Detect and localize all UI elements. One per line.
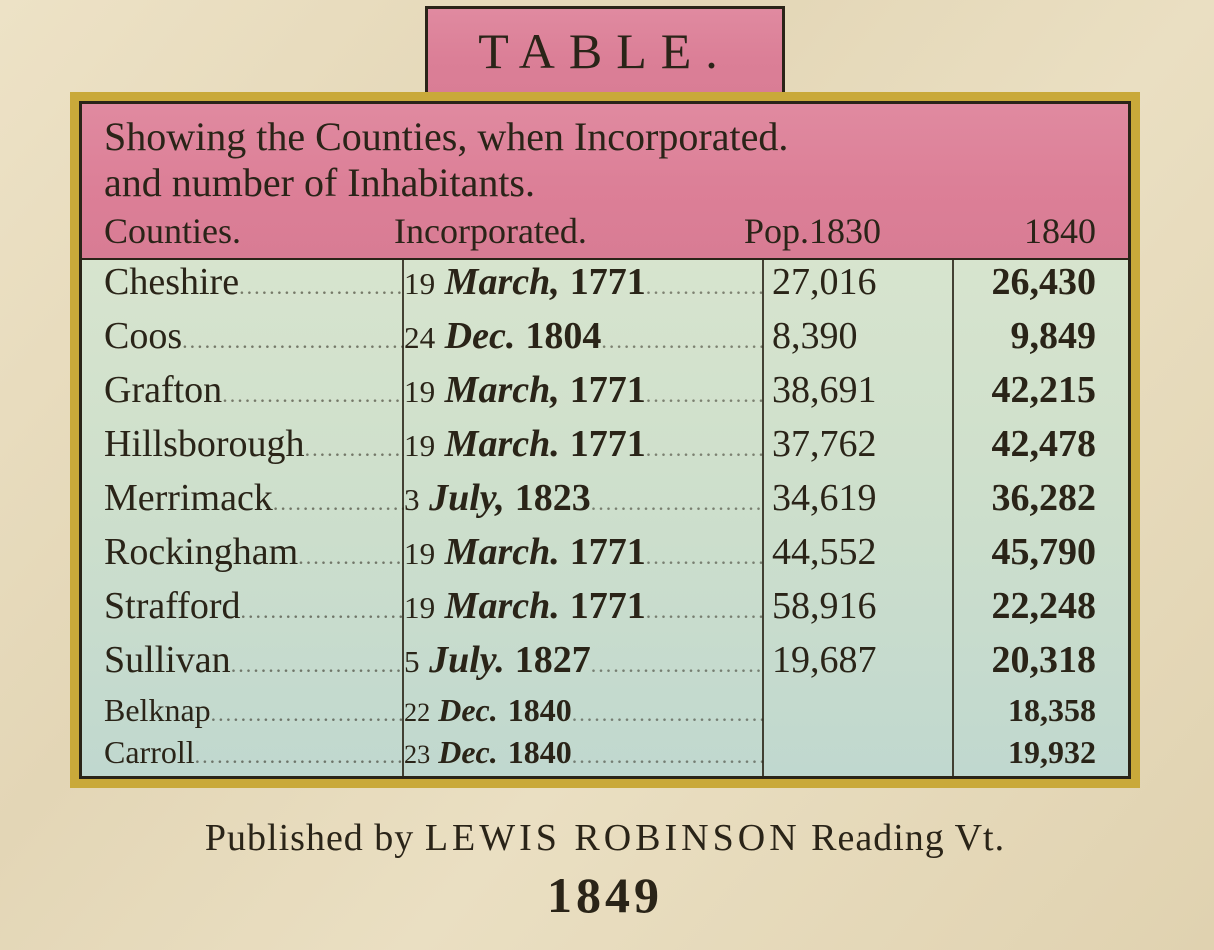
cell-pop1830: 34,619 [764, 476, 954, 520]
cell-pop1840: 42,215 [954, 368, 1114, 412]
cell-pop1830: 27,016 [764, 260, 954, 304]
inc-year: 1827 [515, 639, 591, 681]
inc-month: Dec. [435, 315, 515, 357]
inc-month: July, [420, 477, 505, 519]
inc-month: Dec. [430, 692, 498, 728]
col-header-pop1830: Pop.1830 [744, 210, 962, 252]
inc-month: March. [435, 531, 560, 573]
cell-pop1840: 45,790 [954, 530, 1114, 574]
table-row: Rockingham19 March.177144,55245,790 [82, 530, 1128, 584]
col-header-county: Counties. [104, 210, 394, 252]
cell-pop1840: 36,282 [954, 476, 1114, 520]
inc-year: 1840 [508, 692, 572, 728]
cell-pop1840: 20,318 [954, 638, 1114, 682]
col-header-pop1840: 1840 [962, 210, 1112, 252]
inc-year: 1771 [570, 531, 646, 573]
inc-day: 19 [404, 590, 435, 625]
cell-county: Belknap [104, 692, 404, 729]
column-headers: Counties. Incorporated. Pop.1830 1840 [104, 210, 1112, 252]
table-row: Coos24 Dec.18048,3909,849 [82, 314, 1128, 368]
inc-month: Dec. [430, 734, 498, 770]
cell-pop1840: 9,849 [954, 314, 1114, 358]
inc-day: 19 [404, 428, 435, 463]
cell-incorporated: 19 March,1771 [404, 368, 764, 412]
cell-incorporated: 19 March.1771 [404, 530, 764, 574]
inc-year: 1771 [570, 423, 646, 465]
cell-pop1840: 22,248 [954, 584, 1114, 628]
inc-month: July. [420, 639, 505, 681]
inc-month: March, [435, 369, 560, 411]
cell-county: Cheshire [104, 260, 404, 304]
inc-year: 1771 [570, 261, 646, 303]
inc-day: 23 [404, 740, 430, 769]
outer-frame: Showing the Counties, when Incorporated.… [70, 92, 1140, 788]
cell-county: Rockingham [104, 530, 404, 574]
cell-pop1830: 8,390 [764, 314, 954, 358]
cell-pop1840: 18,358 [954, 692, 1114, 729]
cell-pop1830: 37,762 [764, 422, 954, 466]
cell-pop1840: 42,478 [954, 422, 1114, 466]
cell-county: Grafton [104, 368, 404, 412]
cell-incorporated: 5 July.1827 [404, 638, 764, 682]
table-row: Strafford19 March.177158,91622,248 [82, 584, 1128, 638]
table-row: Merrimack3 July,182334,61936,282 [82, 476, 1128, 530]
col-header-incorporated: Incorporated. [394, 210, 744, 252]
cell-county: Coos [104, 314, 404, 358]
cell-county: Hillsborough [104, 422, 404, 466]
cell-pop1840: 26,430 [954, 260, 1114, 304]
table-row: Hillsborough19 March.177137,76242,478 [82, 422, 1128, 476]
cell-incorporated: 19 March,1771 [404, 260, 764, 304]
inc-day: 19 [404, 266, 435, 301]
cell-pop1830: 44,552 [764, 530, 954, 574]
inc-year: 1771 [570, 585, 646, 627]
inc-day: 19 [404, 374, 435, 409]
cell-county: Merrimack [104, 476, 404, 520]
imprint-publisher: LEWIS ROBINSON [425, 817, 801, 859]
inc-month: March. [435, 423, 560, 465]
table-row: Grafton19 March,177138,69142,215 [82, 368, 1128, 422]
cell-incorporated: 22 Dec. 1840 [404, 692, 764, 729]
inc-year: 1804 [525, 315, 601, 357]
table-header: Showing the Counties, when Incorporated.… [82, 104, 1128, 260]
cell-pop1840: 19,932 [954, 734, 1114, 771]
header-desc-line1: Showing the Counties, when Incorporated. [104, 114, 1112, 160]
imprint-year: 1849 [70, 866, 1140, 924]
cell-pop1830: 58,916 [764, 584, 954, 628]
inc-year: 1823 [515, 477, 591, 519]
imprint: Published by LEWIS ROBINSON Reading Vt. … [70, 816, 1140, 924]
cell-county: Strafford [104, 584, 404, 628]
cell-incorporated: 23 Dec. 1840 [404, 734, 764, 771]
inc-day: 3 [404, 482, 420, 517]
table-card: TABLE. Showing the Counties, when Incorp… [70, 6, 1140, 924]
table-row: Belknap22 Dec. 1840 18,358 [82, 692, 1128, 734]
table-body: Cheshire19 March,177127,01626,430Coos24 … [82, 260, 1128, 776]
table-row: Cheshire19 March,177127,01626,430 [82, 260, 1128, 314]
cell-pop1830: 38,691 [764, 368, 954, 412]
cell-pop1830: 19,687 [764, 638, 954, 682]
inc-year: 1840 [508, 734, 572, 770]
inc-day: 24 [404, 320, 435, 355]
header-desc-line2: and number of Inhabitants. [104, 160, 1112, 206]
cell-incorporated: 19 March.1771 [404, 422, 764, 466]
imprint-place: Reading Vt. [801, 817, 1005, 859]
inc-day: 19 [404, 536, 435, 571]
inc-month: March. [435, 585, 560, 627]
title-tab: TABLE. [425, 6, 785, 92]
inc-day: 22 [404, 698, 430, 727]
table-title: TABLE. [478, 22, 732, 80]
inner-frame: Showing the Counties, when Incorporated.… [79, 101, 1131, 779]
imprint-prefix: Published by [205, 817, 425, 859]
inc-month: March, [435, 261, 560, 303]
inc-year: 1771 [570, 369, 646, 411]
table-row: Sullivan5 July.182719,68720,318 [82, 638, 1128, 692]
cell-incorporated: 19 March.1771 [404, 584, 764, 628]
cell-county: Carroll [104, 734, 404, 771]
table-row: Carroll23 Dec. 1840 19,932 [82, 734, 1128, 776]
cell-incorporated: 24 Dec.1804 [404, 314, 764, 358]
cell-county: Sullivan [104, 638, 404, 682]
cell-incorporated: 3 July,1823 [404, 476, 764, 520]
inc-day: 5 [404, 644, 420, 679]
